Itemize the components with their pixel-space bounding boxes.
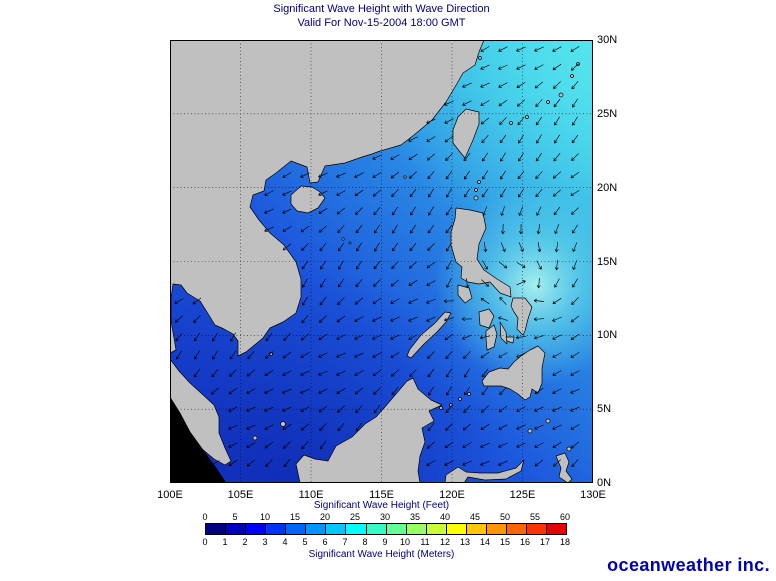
colorbar-segment — [466, 524, 487, 534]
colorbar-segment — [547, 524, 567, 534]
feet-tick-label: 40 — [439, 512, 450, 522]
lon-tick-label: 110E — [298, 489, 324, 501]
wave-direction-arrows — [174, 46, 580, 468]
wave-height-colorbar — [205, 523, 567, 535]
lat-tick-label: 10N — [597, 329, 618, 342]
meters-tick-label: 9 — [382, 537, 388, 547]
colorbar-segment — [306, 524, 327, 534]
land-china-indochina — [170, 40, 485, 357]
small-islands — [252, 56, 580, 452]
lat-tick-label: 25N — [597, 107, 618, 120]
lat-tick-label: 15N — [597, 255, 618, 268]
colorbar-segment — [326, 524, 347, 534]
lat-tick-label: 30N — [597, 34, 618, 46]
meters-tick-label: 4 — [282, 537, 288, 547]
meters-tick-label: 13 — [459, 537, 470, 547]
meters-tick-label: 18 — [559, 537, 570, 547]
land-negros — [485, 324, 498, 351]
map-subtitle: Valid For Nov-15-2004 18:00 GMT — [297, 17, 466, 29]
lon-tick-label: 115E — [369, 489, 394, 501]
feet-tick-label: 50 — [499, 512, 510, 522]
lon-tick-label: 130E — [580, 489, 606, 501]
colorbar-segment — [426, 524, 447, 534]
meters-tick-label: 12 — [439, 537, 450, 547]
land-borneo — [295, 377, 443, 483]
meters-tick-label: 10 — [399, 537, 410, 547]
wave-height-map — [170, 40, 593, 483]
land-panay — [478, 308, 495, 329]
land-sulawesi — [444, 459, 525, 483]
colorbar-segment — [206, 524, 227, 534]
land-hainan — [290, 185, 326, 214]
land-sumatra — [170, 396, 227, 483]
colorbar-segment — [346, 524, 367, 534]
meters-scale-label: Significant Wave Height (Meters) — [308, 549, 455, 560]
meters-tick-label: 14 — [479, 537, 490, 547]
lat-tick-label: 5N — [597, 403, 612, 416]
colorbar-segment — [506, 524, 527, 534]
meters-tick-label: 2 — [242, 537, 248, 547]
lat-tick-label: 0N — [597, 477, 612, 489]
lon-tick-label: 100E — [157, 489, 183, 501]
map-border — [170, 40, 593, 483]
meters-tick-label: 17 — [539, 537, 550, 547]
colorbar-segment — [446, 524, 467, 534]
land-taiwan — [452, 108, 480, 159]
meters-tick-label: 3 — [262, 537, 268, 547]
feet-tick-label: 60 — [559, 512, 570, 522]
land-mindanao — [481, 345, 546, 401]
feet-tick-label: 35 — [409, 512, 420, 522]
feet-tick-label: 15 — [289, 512, 300, 522]
colorbar-segment — [406, 524, 427, 534]
colorbar-segment — [366, 524, 387, 534]
map-title: Significant Wave Height with Wave Direct… — [273, 3, 490, 15]
land-luzon — [450, 207, 512, 298]
lon-tick-label: 105E — [227, 489, 254, 501]
grid-lines — [170, 40, 593, 483]
feet-tick-label: 25 — [349, 512, 360, 522]
feet-tick-label: 0 — [202, 512, 208, 522]
meters-tick-label: 8 — [362, 537, 368, 547]
meters-tick-label: 0 — [202, 537, 208, 547]
lat-tick-label: 20N — [597, 181, 618, 194]
colorbar-segment — [246, 524, 267, 534]
colorbar-segment — [386, 524, 407, 534]
feet-scale-label: Significant Wave Height (Feet) — [313, 500, 450, 511]
land-bohol — [505, 336, 515, 344]
colorbar-segment — [527, 524, 548, 534]
colorbar-segment — [286, 524, 307, 534]
land-cebu — [499, 321, 508, 345]
colorbar-segment — [266, 524, 287, 534]
feet-tick-label: 55 — [529, 512, 540, 522]
meters-tick-label: 7 — [342, 537, 348, 547]
feet-tick-label: 30 — [379, 512, 390, 522]
land-samar-leyte — [510, 297, 533, 336]
colorbar-segment — [486, 524, 507, 534]
feet-tick-label: 10 — [259, 512, 270, 522]
feet-tick-label: 20 — [319, 512, 330, 522]
lon-tick-label: 120E — [439, 489, 465, 501]
meters-tick-label: 6 — [322, 537, 328, 547]
meters-tick-label: 1 — [222, 537, 228, 547]
lon-tick-label: 125E — [509, 489, 536, 501]
colorbar-segment — [226, 524, 247, 534]
meters-tick-label: 5 — [302, 537, 308, 547]
meters-tick-label: 16 — [519, 537, 530, 547]
meters-tick-label: 11 — [420, 537, 430, 547]
oceanweather-logo: oceanweather inc. — [607, 555, 770, 575]
meters-tick-label: 15 — [499, 537, 510, 547]
feet-tick-label: 45 — [469, 512, 480, 522]
feet-tick-label: 5 — [232, 512, 238, 522]
